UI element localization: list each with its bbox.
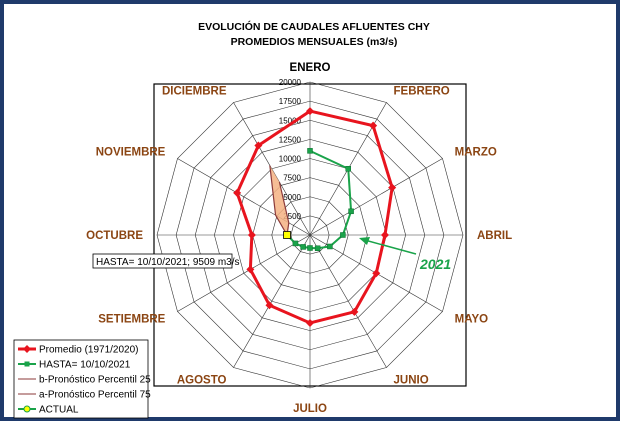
legend-label: ACTUAL — [39, 405, 79, 416]
legend: Promedio (1971/2020) HASTA= 10/10/2021 b-P… — [13, 339, 151, 419]
legend-label: Promedio (1971/2020) — [39, 345, 139, 356]
promedio-point — [372, 269, 381, 278]
hasta-point — [292, 240, 299, 247]
legend-label: HASTA= 10/10/2021 — [39, 360, 131, 371]
hasta-point — [348, 208, 354, 215]
grid-spoke — [233, 102, 311, 236]
month-label: MARZO — [455, 147, 497, 159]
tick-label: 7500 — [283, 174, 301, 183]
hasta-point — [345, 165, 351, 172]
grid-spoke — [309, 234, 387, 368]
hasta-point — [314, 245, 321, 252]
month-label: JUNIO — [394, 375, 429, 387]
month-label: NOVIEMBRE — [96, 147, 166, 159]
series-hasta-line — [286, 149, 353, 250]
month-label: FEBRERO — [394, 85, 450, 97]
legend-marker — [24, 361, 30, 367]
percentile-line — [278, 181, 290, 236]
promedio-point — [306, 318, 314, 327]
chart-title: EVOLUCIÓN DE CAUDALES AFLUENTES CHY — [198, 20, 430, 33]
year-label: 2021 — [419, 256, 451, 272]
year-arrow — [360, 238, 417, 255]
hasta-point — [307, 245, 313, 251]
month-label: ABRIL — [477, 230, 512, 242]
tick-label: 20000 — [279, 78, 302, 87]
tick-label: 12500 — [279, 135, 302, 144]
legend-box — [13, 339, 149, 419]
month-label: MAYO — [455, 314, 488, 326]
legend-marker — [23, 345, 31, 353]
actual-point — [283, 231, 291, 239]
hasta-point — [327, 243, 333, 250]
month-label: AGOSTO — [177, 375, 227, 387]
month-label: SETIEMBRE — [98, 314, 165, 326]
month-labels: ENERO FEBRERO MARZO ABRIL MAYO JUNIO JULIO AGOS… — [86, 62, 512, 415]
legend-marker — [23, 405, 31, 413]
legend-label: b-Pronóstico Percentil 25 — [39, 375, 151, 386]
grid-spoke — [233, 234, 311, 368]
legend-label: a-Pronóstico Percentil 75 — [39, 390, 151, 401]
promedio-point — [369, 121, 378, 130]
forecast-band — [269, 165, 289, 235]
year-arrow-head — [359, 237, 370, 245]
chart-subtitle: PROMEDIOS MENSUALES (m3/s) — [231, 36, 398, 48]
tick-label: 5000 — [283, 193, 301, 202]
grid-spoke — [177, 234, 311, 312]
series-layer — [233, 107, 397, 327]
month-label: OCTUBRE — [86, 230, 143, 242]
promedio-point — [265, 301, 274, 310]
percentile-line — [269, 165, 288, 236]
promedio-point — [388, 183, 397, 192]
tick-label: 15000 — [279, 116, 302, 125]
promedio-point — [350, 307, 359, 316]
promedio-point — [247, 231, 256, 239]
tick-label: 2500 — [283, 212, 301, 221]
annotation-text: HASTA= 10/10/2021; 9509 m3/s — [96, 257, 240, 268]
tick-label: 17500 — [279, 97, 302, 106]
hasta-point — [307, 148, 313, 154]
hasta-point — [300, 244, 306, 250]
tick-labels: 2500 5000 7500 10000 12500 15000 17500 20000 — [279, 78, 302, 221]
hasta-point — [340, 232, 346, 238]
annotation-layer: HASTA= 10/10/2021; 9509 m3/s 2021 — [92, 237, 451, 272]
month-label: ENERO — [290, 62, 331, 74]
month-label: DICIEMBRE — [162, 85, 227, 97]
annotation-box — [92, 253, 233, 269]
radar-chart: EVOLUCIÓN DE CAUDALES AFLUENTES CHY PROM… — [13, 20, 512, 419]
promedio-point — [233, 188, 242, 197]
grid-spoke — [309, 158, 443, 236]
month-label: JULIO — [293, 403, 327, 415]
promedio-point — [380, 231, 389, 239]
promedio-point — [306, 107, 314, 116]
tick-label: 10000 — [279, 155, 302, 164]
promedio-point — [246, 265, 255, 274]
